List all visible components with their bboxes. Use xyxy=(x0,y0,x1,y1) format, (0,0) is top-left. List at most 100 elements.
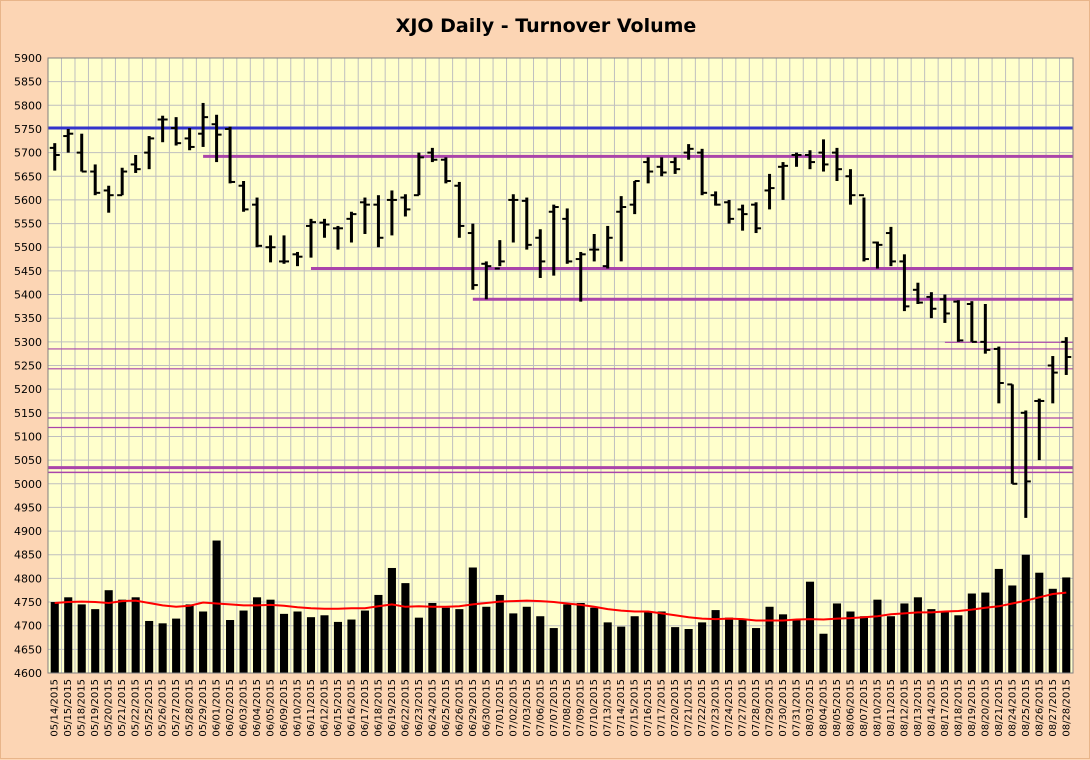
volume-bar xyxy=(765,606,774,673)
y-tick-label: 5750 xyxy=(14,123,42,136)
x-tick-label: 08/17/2015 xyxy=(940,679,951,737)
x-tick-label: 07/10/2015 xyxy=(589,679,600,737)
x-tick-label: 06/26/2015 xyxy=(454,679,465,737)
x-tick-label: 08/18/2015 xyxy=(953,679,964,737)
y-tick-label: 4900 xyxy=(14,525,42,538)
x-tick-label: 06/25/2015 xyxy=(441,679,452,737)
x-tick-label: 07/08/2015 xyxy=(562,679,573,737)
y-tick-label: 5300 xyxy=(14,336,42,349)
y-tick-label: 5900 xyxy=(14,52,42,65)
volume-bar xyxy=(805,581,815,673)
volume-bar xyxy=(239,610,248,673)
volume-bar xyxy=(1035,572,1044,673)
y-tick-label: 5850 xyxy=(14,76,42,89)
volume-bar xyxy=(145,620,154,673)
volume-bar xyxy=(279,613,289,673)
volume-bar xyxy=(927,609,936,673)
volume-bar xyxy=(684,629,693,673)
volume-bar xyxy=(64,597,73,673)
x-tick-label: 08/24/2015 xyxy=(1007,679,1018,737)
volume-bar xyxy=(738,618,747,673)
x-tick-label: 05/20/2015 xyxy=(104,679,115,737)
x-tick-label: 05/22/2015 xyxy=(131,679,142,737)
x-tick-label: 08/14/2015 xyxy=(926,679,937,737)
plot-border xyxy=(47,57,1074,674)
x-tick-label: 06/30/2015 xyxy=(481,679,492,737)
chart-title: XJO Daily - Turnover Volume xyxy=(395,15,697,37)
volume-bar xyxy=(590,607,599,673)
volume-bar xyxy=(1048,588,1057,673)
x-tick-label: 08/26/2015 xyxy=(1034,679,1045,737)
x-tick-label: 08/20/2015 xyxy=(980,679,991,737)
volume-bar xyxy=(333,621,343,673)
y-tick-label: 5250 xyxy=(14,360,42,373)
x-tick-label: 06/09/2015 xyxy=(279,679,290,737)
x-tick-label: 07/03/2015 xyxy=(522,679,533,737)
y-tick-label: 5450 xyxy=(14,265,42,278)
volume-bar xyxy=(50,602,59,673)
volume-bar xyxy=(994,568,1003,673)
x-tick-label: 06/12/2015 xyxy=(319,679,330,737)
x-tick-label: 05/26/2015 xyxy=(158,679,169,737)
x-tick-label: 05/14/2015 xyxy=(50,679,61,737)
y-tick-label: 5150 xyxy=(14,407,42,420)
x-tick-label: 07/14/2015 xyxy=(616,679,627,737)
volume-bar xyxy=(846,611,855,673)
volume-bar xyxy=(468,567,477,673)
volume-bar xyxy=(293,611,302,673)
y-tick-label: 5000 xyxy=(14,478,42,491)
volume-bar xyxy=(320,615,329,673)
x-tick-label: 06/11/2015 xyxy=(306,679,317,737)
x-tick-label: 08/05/2015 xyxy=(832,679,843,737)
volume-bar xyxy=(131,597,140,673)
volume-bar xyxy=(360,610,369,673)
volume-bar xyxy=(778,614,788,673)
x-tick-label: 08/07/2015 xyxy=(859,679,870,737)
y-tick-label: 5600 xyxy=(14,194,42,207)
x-tick-label: 08/28/2015 xyxy=(1061,679,1072,737)
x-tick-label: 08/04/2015 xyxy=(818,679,829,737)
x-tick-label: 06/01/2015 xyxy=(212,679,223,737)
x-tick-label: 06/23/2015 xyxy=(414,679,425,737)
volume-bar xyxy=(967,593,976,673)
x-tick-label: 08/19/2015 xyxy=(967,679,978,737)
volume-bar xyxy=(495,594,504,673)
x-tick-label: 07/29/2015 xyxy=(765,679,776,737)
x-tick-label: 06/18/2015 xyxy=(373,679,384,737)
x-tick-label: 05/19/2015 xyxy=(90,679,101,737)
x-tick-label: 08/27/2015 xyxy=(1048,679,1059,737)
volume-bar xyxy=(900,603,909,673)
volume-bar xyxy=(873,599,882,673)
y-tick-label: 4650 xyxy=(14,643,42,656)
volume-bar xyxy=(172,618,181,673)
volume-bar xyxy=(657,611,666,673)
x-tick-label: 06/17/2015 xyxy=(360,679,371,737)
volume-bar xyxy=(536,616,545,673)
volume-bar xyxy=(212,540,221,673)
x-tick-label: 06/22/2015 xyxy=(400,679,411,737)
y-tick-label: 5800 xyxy=(14,99,42,112)
x-tick-label: 08/12/2015 xyxy=(899,679,910,737)
x-tick-label: 08/25/2015 xyxy=(1021,679,1032,737)
x-tick-label: 06/05/2015 xyxy=(266,679,277,737)
x-tick-label: 07/21/2015 xyxy=(684,679,695,737)
x-tick-label: 05/27/2015 xyxy=(171,679,182,737)
x-tick-label: 07/28/2015 xyxy=(751,679,762,737)
x-tick-label: 05/21/2015 xyxy=(117,679,128,737)
volume-bar xyxy=(752,628,761,673)
y-tick-label: 5200 xyxy=(14,383,42,396)
x-tick-label: 07/16/2015 xyxy=(643,679,654,737)
volume-bar xyxy=(253,597,262,673)
volume-bar xyxy=(563,604,572,673)
y-tick-label: 5700 xyxy=(14,147,42,160)
volume-bar xyxy=(913,597,922,673)
x-tick-label: 07/20/2015 xyxy=(670,679,681,737)
x-tick-label: 05/25/2015 xyxy=(144,679,155,737)
volume-bar xyxy=(886,616,895,673)
volume-bar xyxy=(522,606,531,673)
x-tick-label: 07/07/2015 xyxy=(549,679,560,737)
x-tick-label: 08/11/2015 xyxy=(886,679,897,737)
volume-bar xyxy=(347,619,356,673)
x-tick-label: 07/13/2015 xyxy=(603,679,614,737)
